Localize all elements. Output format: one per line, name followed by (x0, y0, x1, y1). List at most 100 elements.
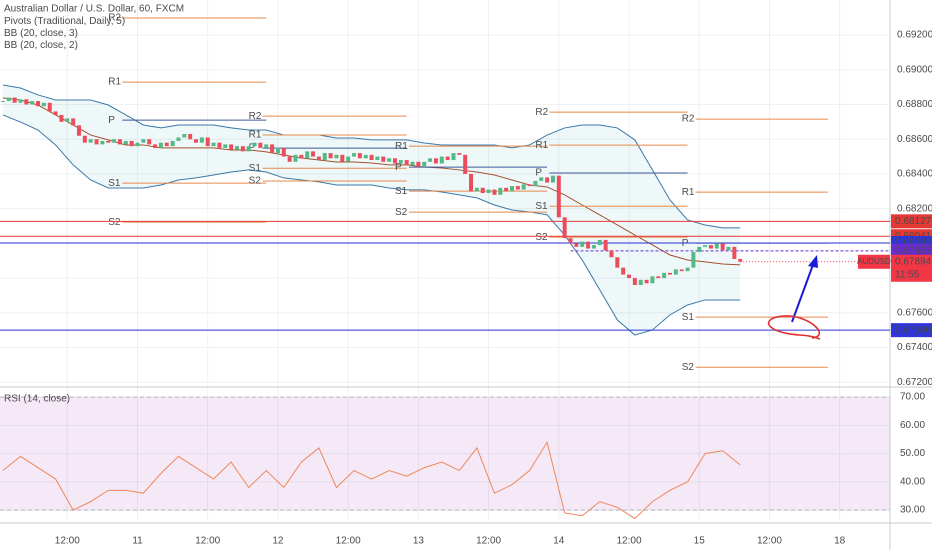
y-tick-label: 0.68400 (897, 169, 932, 180)
candle (76, 125, 81, 136)
pivot-label: S2 (682, 362, 695, 373)
x-tick-label: 12:00 (617, 536, 642, 547)
candle (164, 142, 169, 147)
x-tick-label: 18 (834, 536, 846, 547)
candle (603, 239, 608, 251)
candle (398, 160, 403, 164)
y-tick-label: 0.67200 (897, 377, 932, 388)
band-lower (2, 114, 741, 336)
candle (100, 140, 105, 145)
pivot-label: S1 (535, 201, 548, 212)
candle (732, 246, 737, 259)
candle (94, 139, 99, 145)
y-tick-label: 0.67600 (897, 307, 932, 318)
x-tick-label: 12:00 (195, 536, 220, 547)
pivot-label: S2 (249, 176, 262, 187)
candle (457, 153, 462, 155)
candle (112, 139, 117, 143)
x-tick-label: 12 (272, 536, 284, 547)
candle (188, 134, 193, 140)
candle (141, 139, 146, 143)
candle (697, 246, 702, 253)
candle (410, 161, 415, 166)
candle (147, 139, 152, 145)
candle (726, 246, 731, 251)
last-price-box (891, 254, 932, 282)
level-label: 0.68127 (895, 216, 932, 227)
candle (234, 146, 239, 150)
candle (632, 278, 637, 286)
candle (176, 137, 181, 141)
candle (258, 142, 263, 148)
candle (533, 180, 538, 187)
y-tick-label: 0.67400 (897, 342, 932, 353)
last-price-label: 0.67894 (895, 256, 932, 267)
candle (492, 189, 497, 195)
x-tick-label: 12:00 (55, 536, 80, 547)
candle (586, 241, 591, 249)
candle (550, 175, 555, 183)
candle (246, 146, 251, 152)
y-tick-label: 0.69200 (897, 30, 932, 41)
candle (328, 153, 333, 159)
candle (71, 118, 76, 126)
pivot-label: S2 (535, 232, 548, 243)
candle (223, 144, 228, 148)
candle (439, 156, 444, 164)
candle (194, 139, 199, 143)
candle (667, 272, 672, 275)
chart-title: Australian Dollar / U.S. Dollar, 60, FXC… (4, 4, 184, 15)
y-tick-label: 0.68800 (897, 99, 932, 110)
candle (463, 154, 468, 174)
arrow-shaft (791, 261, 815, 323)
candle (404, 160, 409, 166)
candle (322, 153, 327, 161)
candle (264, 144, 269, 148)
x-tick-label: 12:00 (476, 536, 501, 547)
candle (445, 156, 450, 161)
pivot-label: P (535, 168, 542, 179)
candle (656, 276, 661, 279)
candle (703, 245, 708, 247)
pivot-label: P (108, 115, 115, 126)
annotations (767, 255, 821, 340)
candle (41, 102, 46, 107)
candle (638, 279, 643, 286)
candle (469, 173, 474, 192)
candle (615, 257, 620, 268)
level-label: 0.67500 (895, 325, 932, 336)
candle (521, 184, 526, 190)
candle (509, 186, 514, 192)
candle (738, 258, 743, 262)
candle (299, 154, 304, 159)
candle (673, 269, 678, 275)
candle (0, 101, 5, 103)
candle (708, 245, 713, 249)
candle (451, 153, 456, 161)
candle (88, 139, 93, 143)
candle (346, 156, 351, 162)
pivot-label: P (249, 143, 256, 154)
countdown-label: 11:55 (895, 269, 920, 280)
candle (568, 238, 573, 244)
candle (53, 111, 58, 115)
candle (591, 245, 596, 249)
x-tick-label: 12:00 (757, 536, 782, 547)
candle (627, 274, 632, 279)
pivot-label: R2 (682, 114, 695, 125)
candle (545, 177, 550, 183)
rsi-tick-label: 40.00 (900, 476, 925, 487)
candle (392, 158, 397, 164)
candle (287, 156, 292, 162)
candle (182, 134, 187, 138)
candle (106, 140, 111, 143)
indicator-label: BB (20, close, 3) (4, 28, 78, 39)
candle (381, 156, 386, 162)
candle (498, 187, 503, 195)
candle (199, 137, 204, 143)
pivot-label: R2 (249, 111, 262, 122)
x-tick-label: 15 (694, 536, 706, 547)
candle (574, 243, 579, 247)
